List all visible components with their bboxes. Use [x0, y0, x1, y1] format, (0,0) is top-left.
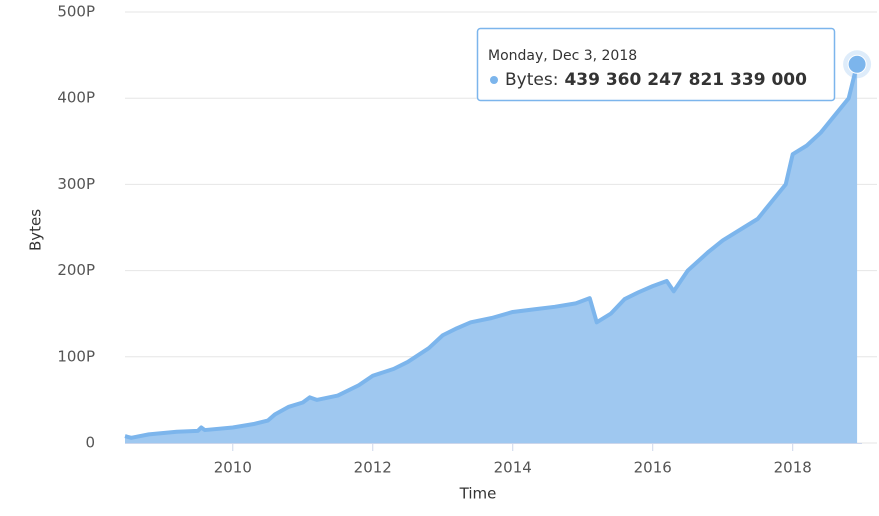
y-tick-label: 100P — [57, 347, 95, 365]
y-tick-label: 300P — [57, 175, 95, 193]
tooltip: Monday, Dec 3, 2018 Bytes: 439 360 247 821… — [476, 27, 836, 102]
x-tick-label: 2016 — [634, 459, 672, 477]
hover-marker — [847, 54, 867, 74]
y-tick-label: 0 — [85, 434, 95, 452]
x-tick-label: 2014 — [494, 459, 532, 477]
y-tick-label: 500P — [57, 3, 95, 21]
y-tick-label: 200P — [57, 261, 95, 279]
tooltip-box — [476, 27, 836, 102]
x-axis-title: Time — [459, 485, 497, 503]
area-line — [124, 63, 860, 440]
tooltip-date: Monday, Dec 3, 2018 — [488, 48, 637, 64]
x-tick-label: 2018 — [774, 459, 812, 477]
x-tick-label: 2012 — [354, 459, 392, 477]
y-axis-title: Bytes — [27, 209, 45, 251]
y-tick-label: 400P — [57, 89, 95, 107]
tooltip-value: 439 360 247 821 339 000 — [564, 70, 807, 90]
area-fill — [125, 64, 858, 444]
tooltip-series: Bytes: — [505, 70, 558, 90]
tooltip-dot — [490, 76, 498, 84]
x-tick-label: 2010 — [214, 459, 252, 477]
tooltip-text: Bytes: 439 360 247 821 339 000 — [505, 70, 807, 90]
